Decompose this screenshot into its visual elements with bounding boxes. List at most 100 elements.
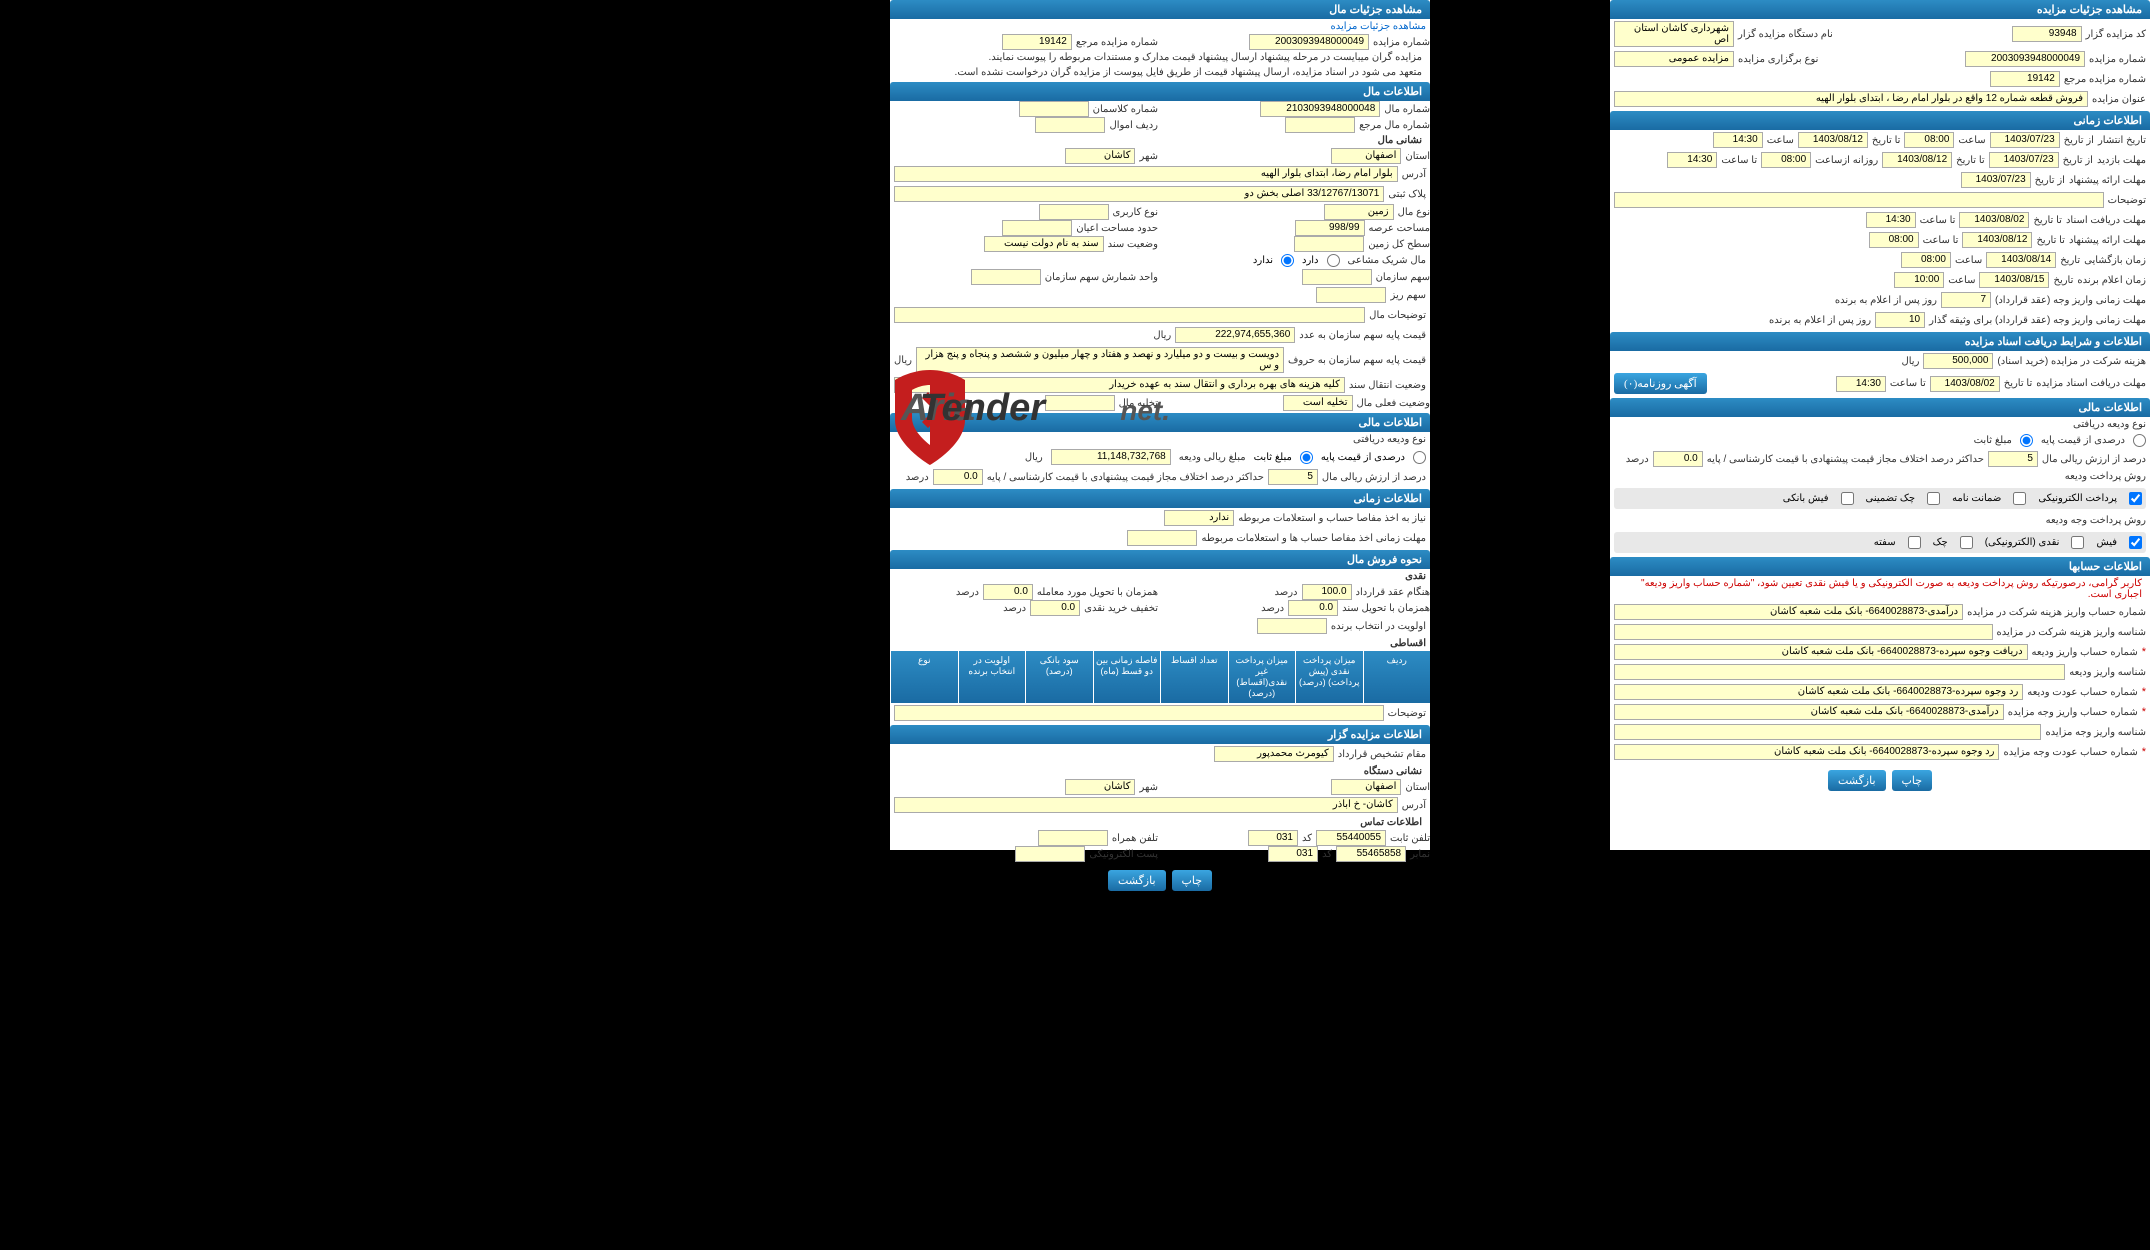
eleccash-cb[interactable] <box>2071 536 2084 549</box>
r-num-val: 2003093948000049 <box>1249 34 1369 50</box>
code-field: 93948 <box>2012 26 2082 42</box>
transfer-label: وضعیت انتقال سند <box>1349 380 1426 391</box>
orgshare-label: سهم سازمان <box>1376 272 1430 283</box>
phone-val: 55440055 <box>1316 830 1386 846</box>
propdesc-val <box>894 307 1365 323</box>
acc8-val: رد وجوه سپرده-6640028873- بانک ملت شعبه … <box>1614 744 1999 760</box>
code-label2: کد <box>1302 833 1312 844</box>
check-cb[interactable] <box>1960 536 1973 549</box>
org-field: شهرداری کاشان استان اص <box>1614 21 1734 47</box>
r-prov-label: استان <box>1405 782 1430 793</box>
install-label: اقساطی <box>1390 638 1426 649</box>
print-button-2[interactable]: چاپ <box>1172 870 1213 891</box>
floor-label: سطح کل زمین <box>1368 239 1430 250</box>
num-field: 2003093948000049 <box>1965 51 2085 67</box>
d8: 1403/08/14 <box>1986 252 2056 268</box>
prom-cb[interactable] <box>1908 536 1921 549</box>
d5: 1403/07/23 <box>1961 172 2031 188</box>
code-val3: 031 <box>1268 846 1318 862</box>
t10: 14:30 <box>1836 376 1886 392</box>
bail-deadline-label: مهلت زمانی واریز وجه (عقد قرارداد) برای … <box>1929 315 2146 326</box>
proptype-val: زمین <box>1324 204 1394 220</box>
propnum-label: شماره مال <box>1384 104 1430 115</box>
fax-val: 55465858 <box>1336 846 1406 862</box>
v0b: 0.0 <box>1288 600 1338 616</box>
class-val <box>1019 101 1089 117</box>
bankslip-label: فیش بانکی <box>1783 493 1829 504</box>
orgunit-val <box>971 269 1041 285</box>
acc6-label: شماره حساب واریز وجه مزایده <box>2008 707 2138 718</box>
r-addr-label: آدرس <box>1402 800 1426 811</box>
back-button[interactable]: بازگشت <box>1828 770 1886 791</box>
prom-label: سفته <box>1874 537 1896 548</box>
surplus-label: روش پرداخت وجه ودیعه <box>2046 515 2146 526</box>
pub-label: تاریخ انتشار <box>2098 135 2146 146</box>
section-r-timing: اطلاعات زمانی <box>890 489 1430 508</box>
contractperson-val: کیومرث محمدپور <box>1214 746 1334 762</box>
to-label3: تا تاریخ <box>2033 215 2062 226</box>
back-button-2[interactable]: بازگشت <box>1108 870 1166 891</box>
bankslip-cb[interactable] <box>1841 492 1854 505</box>
dep-val: 7 <box>1941 292 1991 308</box>
propdesc-label: توضیحات مال <box>1369 310 1426 321</box>
th5: فاصله زمانی بین دو قسط (ماه) <box>1093 651 1161 703</box>
has-radio[interactable] <box>1327 254 1340 267</box>
thirdshare-val <box>1316 287 1386 303</box>
r-rialpct-label: درصد از ارزش ریالی مال <box>1322 472 1426 483</box>
deed-label: وضعیت سند <box>1108 239 1158 250</box>
r-fixed-radio[interactable] <box>1300 451 1313 464</box>
usetype-val <box>1039 204 1109 220</box>
r-ref-val: 19142 <box>1002 34 1072 50</box>
t3: 08:00 <box>1761 152 1811 168</box>
red-note: کاربر گرامی، درصورتیکه روش پرداخت ودیعه … <box>1610 576 2150 602</box>
hasnt-radio[interactable] <box>1281 254 1294 267</box>
view-auction-link[interactable]: مشاهده جزئیات مزایده <box>1330 21 1426 32</box>
r-basepct-radio[interactable] <box>1413 451 1426 464</box>
time-label4: ساعت <box>1948 275 1975 286</box>
t7: 08:00 <box>1869 232 1919 248</box>
city-val: کاشان <box>1065 148 1135 164</box>
pct5: درصد <box>1261 603 1284 614</box>
email-val <box>1015 846 1085 862</box>
section-doc-cond: اطلاعات و شرایط دریافت اسناد مزایده <box>1610 332 2150 351</box>
offer2-label: مهلت ارائه پیشنهاد <box>2069 235 2146 246</box>
time-label3: ساعت <box>1955 255 1982 266</box>
t6: 14:30 <box>1866 212 1916 228</box>
contact-header: اطلاعات تماس <box>890 815 1430 830</box>
plaque-label: پلاک ثبتی <box>1388 189 1426 200</box>
offer-label: مهلت ارائه پیشنهاد <box>2069 175 2146 186</box>
orgunit-label: واحد شمارش سهم سازمان <box>1045 272 1158 283</box>
addr-header: نشانی مال <box>890 133 1430 148</box>
city-label: شهر <box>1139 151 1158 162</box>
maxdiff-label: حداکثر درصد اختلاف مجاز قیمت پیشنهادی با… <box>1707 454 1984 465</box>
ref-field: 19142 <box>1990 71 2060 87</box>
assetrow-label: ردیف اموال <box>1109 120 1158 131</box>
code-label: کد مزایده گزار <box>2086 29 2146 40</box>
checkguar-cb[interactable] <box>1927 492 1940 505</box>
orgaddr-val: کاشان- خ اباذر <box>894 797 1398 813</box>
fixed-radio[interactable] <box>2020 434 2033 447</box>
d7: 1403/08/12 <box>1962 232 2032 248</box>
orgshare-val <box>1302 269 1372 285</box>
usetype-label: نوع کاربری <box>1113 207 1158 218</box>
elecpay-cb[interactable] <box>2129 492 2142 505</box>
inquiry-val: ندارد <box>1164 510 1234 526</box>
d9: 1403/08/15 <box>1979 272 2049 288</box>
hasnt-label: ندارد <box>1253 255 1273 266</box>
r-rialpct-val: 5 <box>1268 469 1318 485</box>
docdl-label: مهلت دریافت اسناد مزایده <box>2036 378 2146 389</box>
current-val: تخلیه است <box>1283 395 1353 411</box>
guarantee-cb[interactable] <box>2013 492 2026 505</box>
print-button[interactable]: چاپ <box>1892 770 1933 791</box>
elecpay-label: پرداخت الکترونیکی <box>2038 493 2117 504</box>
newspaper-button[interactable]: آگهی روزنامه(۰) <box>1614 373 1707 394</box>
orgaddr-header: نشانی دستگاه <box>890 764 1430 779</box>
r-ref-label: شماره مزایده مرجع <box>1076 37 1158 48</box>
rialpct-val: 5 <box>1988 451 2038 467</box>
cash-cb[interactable] <box>2129 536 2142 549</box>
mobile-label: تلفن همراه <box>1112 833 1158 844</box>
base-pct-radio[interactable] <box>2133 434 2146 447</box>
acc3-val: دریافت وجوه سپرده-6640028873- بانک ملت ش… <box>1614 644 2028 660</box>
dep-deadline-label: مهلت زمانی واریز وجه (عقد قرارداد) <box>1995 295 2146 306</box>
t2: 14:30 <box>1713 132 1763 148</box>
